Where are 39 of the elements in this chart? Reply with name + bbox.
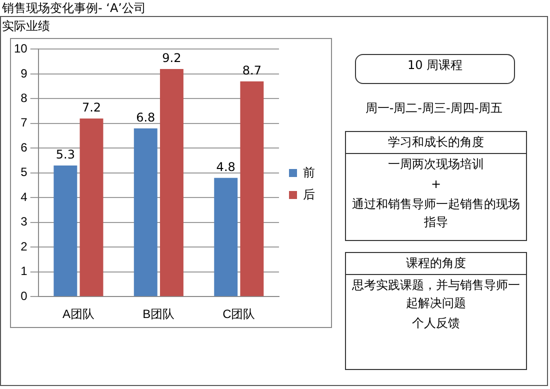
chart-subtitle: 实际业绩	[2, 18, 50, 35]
text: +	[430, 176, 442, 193]
x-tick-label: B团队	[142, 307, 175, 322]
bar	[80, 118, 104, 296]
bar	[160, 68, 184, 296]
y-tick-label: 6	[20, 140, 28, 154]
x-tick-label: C团队	[222, 307, 256, 322]
bar	[240, 81, 264, 296]
text: 通过和销售导师一起销售的现场指导	[351, 196, 521, 231]
legend-label: 前	[303, 165, 315, 180]
text: 学习和成长的角度	[346, 132, 526, 154]
y-tick-label: 1	[20, 264, 28, 278]
text: 10 周课程	[406, 57, 464, 74]
x-tick-label: A团队	[62, 307, 94, 322]
y-tick-label: 8	[20, 90, 28, 105]
data-label: 4.8	[216, 160, 236, 174]
bar	[214, 178, 238, 296]
y-tick-label: 2	[20, 239, 28, 254]
y-tick-label: 3	[20, 214, 28, 229]
y-tick-label: 9	[20, 66, 28, 80]
y-tick-label: 10	[14, 42, 28, 56]
text: 思考实践课题，并与销售导师一起解决问题	[351, 277, 521, 312]
data-label: 8.7	[242, 63, 262, 78]
text: 课程的角度	[346, 253, 526, 275]
bar	[134, 128, 158, 296]
text: 周一-周二-周三-周四-周五	[364, 100, 504, 117]
legend-label: 后	[303, 187, 315, 202]
data-label: 7.2	[82, 100, 102, 115]
text: 个人反馈	[411, 315, 461, 332]
bar	[54, 165, 78, 296]
y-tick-label: 5	[20, 165, 28, 180]
text: 一周两次现场培训	[387, 156, 485, 173]
data-label: 6.8	[136, 110, 156, 124]
data-label: 5.3	[56, 148, 75, 162]
data-label: 9.2	[162, 51, 182, 66]
y-tick-label: 0	[20, 288, 28, 303]
chart-title: 销售现场变化事例- ‘A’公司	[2, 0, 146, 17]
y-tick-label: 4	[20, 190, 28, 204]
y-tick-label: 7	[20, 116, 28, 130]
